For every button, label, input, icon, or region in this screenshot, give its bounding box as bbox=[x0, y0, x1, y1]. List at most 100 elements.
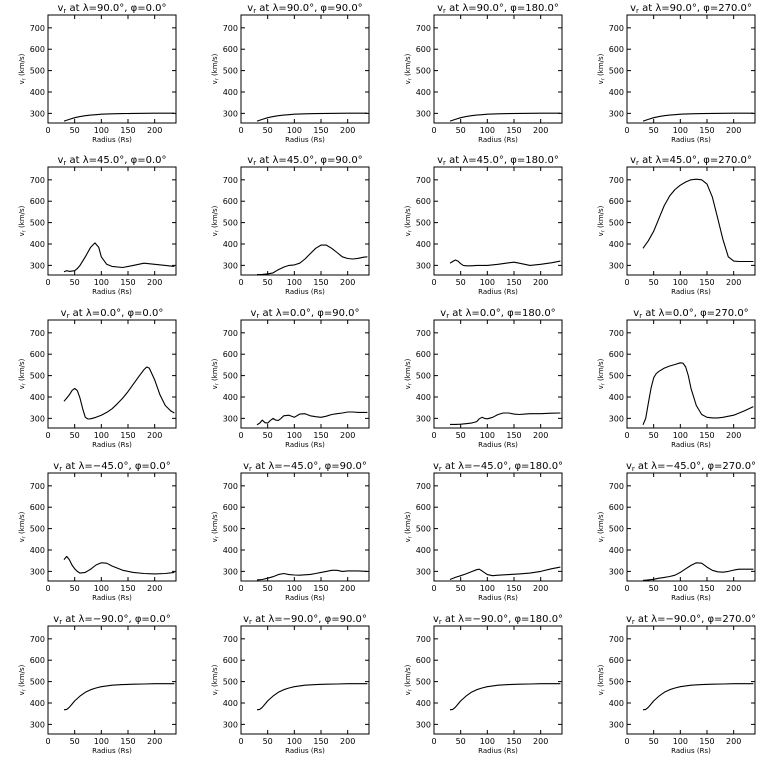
x-tick-label: 50 bbox=[70, 278, 80, 287]
x-tick-label: 150 bbox=[506, 278, 521, 287]
x-tick-label: 100 bbox=[94, 737, 109, 746]
series-line bbox=[642, 362, 754, 426]
x-tick-label: 200 bbox=[533, 278, 548, 287]
x-tick-label: 200 bbox=[147, 431, 162, 440]
series-line bbox=[63, 112, 175, 122]
x-axis-label: Radius (Rs) bbox=[478, 594, 518, 602]
x-axis-label: Radius (Rs) bbox=[92, 136, 132, 144]
plot-frame bbox=[433, 14, 563, 124]
y-tick-label: 700 bbox=[223, 482, 238, 491]
x-tick-label: 0 bbox=[624, 278, 629, 287]
x-tick-label: 150 bbox=[120, 126, 135, 135]
x-tick-label: 100 bbox=[480, 278, 495, 287]
plot-title: vr at λ=−45.0°, φ=0.0° bbox=[53, 461, 170, 473]
x-tick-label: 0 bbox=[45, 431, 50, 440]
y-tick-label: 300 bbox=[30, 720, 45, 729]
x-tick-label: 50 bbox=[70, 126, 80, 135]
x-tick-label: 100 bbox=[94, 278, 109, 287]
x-tick-label: 0 bbox=[624, 584, 629, 593]
x-tick-label: 150 bbox=[506, 431, 521, 440]
y-tick-label: 400 bbox=[416, 546, 431, 555]
x-axis-label: Radius (Rs) bbox=[285, 747, 325, 755]
y-axis-label: vr (km/s) bbox=[597, 53, 607, 84]
y-tick-label: 500 bbox=[30, 525, 45, 534]
y-tick-label: 300 bbox=[609, 109, 624, 118]
subplot: vr at λ=−90.0°, φ=90.0° 0 50 100 150 200 300 40… bbox=[211, 614, 370, 755]
y-tick-label: 600 bbox=[416, 656, 431, 665]
y-tick-label: 500 bbox=[416, 525, 431, 534]
plot-frame bbox=[47, 166, 177, 276]
x-tick-label: 150 bbox=[699, 126, 714, 135]
x-tick-label: 150 bbox=[313, 737, 328, 746]
y-tick-label: 600 bbox=[609, 197, 624, 206]
y-tick-label: 700 bbox=[416, 482, 431, 491]
x-tick-label: 150 bbox=[313, 126, 328, 135]
x-axis-label: Radius (Rs) bbox=[92, 594, 132, 602]
x-tick-label: 100 bbox=[673, 737, 688, 746]
x-tick-label: 200 bbox=[533, 126, 548, 135]
y-axis-label: vr (km/s) bbox=[404, 205, 414, 236]
x-tick-label: 100 bbox=[287, 584, 302, 593]
y-axis-label: vr (km/s) bbox=[404, 511, 414, 542]
x-axis-label: Radius (Rs) bbox=[285, 594, 325, 602]
series-line bbox=[256, 569, 368, 581]
x-tick-label: 0 bbox=[431, 584, 436, 593]
plot-frame bbox=[47, 14, 177, 124]
x-tick-label: 0 bbox=[431, 278, 436, 287]
x-tick-label: 200 bbox=[340, 278, 355, 287]
y-axis-label: vr (km/s) bbox=[18, 53, 28, 84]
x-axis-label: Radius (Rs) bbox=[671, 441, 711, 449]
x-tick-label: 0 bbox=[45, 584, 50, 593]
plot-title: vr at λ=90.0°, φ=270.0° bbox=[630, 3, 752, 15]
x-tick-label: 50 bbox=[263, 126, 273, 135]
y-axis-label: vr (km/s) bbox=[404, 53, 414, 84]
y-tick-label: 700 bbox=[609, 482, 624, 491]
y-tick-label: 700 bbox=[30, 176, 45, 185]
y-tick-label: 400 bbox=[30, 88, 45, 97]
y-axis-label: vr (km/s) bbox=[597, 511, 607, 542]
x-axis-label: Radius (Rs) bbox=[478, 136, 518, 144]
y-tick-label: 600 bbox=[609, 45, 624, 54]
series-line bbox=[256, 411, 368, 426]
y-tick-label: 300 bbox=[30, 261, 45, 270]
y-tick-label: 500 bbox=[30, 67, 45, 76]
x-tick-label: 150 bbox=[699, 278, 714, 287]
x-tick-label: 200 bbox=[533, 737, 548, 746]
y-tick-label: 300 bbox=[609, 261, 624, 270]
y-axis-label: vr (km/s) bbox=[597, 664, 607, 695]
series-line bbox=[256, 244, 368, 276]
x-tick-label: 200 bbox=[726, 431, 741, 440]
subplot: vr at λ=0.0°, φ=90.0° 0 50 100 150 200 300 400 5… bbox=[211, 308, 370, 449]
y-tick-label: 500 bbox=[609, 678, 624, 687]
x-tick-label: 150 bbox=[313, 278, 328, 287]
subplot: vr at λ=0.0°, φ=180.0° 0 50 100 150 200 300 400… bbox=[404, 308, 563, 449]
y-tick-label: 600 bbox=[416, 197, 431, 206]
x-tick-label: 0 bbox=[431, 737, 436, 746]
y-axis-label: vr (km/s) bbox=[211, 358, 221, 389]
subplot: vr at λ=−45.0°, φ=0.0° 0 50 100 150 200 300 400… bbox=[18, 461, 177, 602]
y-tick-label: 500 bbox=[609, 525, 624, 534]
plot-frame bbox=[626, 319, 756, 429]
x-axis-label: Radius (Rs) bbox=[92, 747, 132, 755]
x-tick-label: 200 bbox=[147, 278, 162, 287]
plot-title: vr at λ=45.0°, φ=0.0° bbox=[57, 155, 166, 167]
x-tick-label: 50 bbox=[649, 278, 659, 287]
series-line bbox=[63, 366, 175, 420]
y-axis-label: vr (km/s) bbox=[211, 205, 221, 236]
x-tick-label: 150 bbox=[506, 584, 521, 593]
y-axis-label: vr (km/s) bbox=[211, 511, 221, 542]
y-tick-label: 600 bbox=[30, 45, 45, 54]
x-axis-label: Radius (Rs) bbox=[285, 288, 325, 296]
plot-frame bbox=[240, 14, 370, 124]
series-line bbox=[449, 112, 561, 122]
y-tick-label: 600 bbox=[223, 197, 238, 206]
y-tick-label: 600 bbox=[609, 350, 624, 359]
y-tick-label: 700 bbox=[30, 635, 45, 644]
plot-title: vr at λ=0.0°, φ=270.0° bbox=[633, 308, 748, 320]
y-tick-label: 600 bbox=[609, 656, 624, 665]
x-tick-label: 200 bbox=[340, 584, 355, 593]
plot-title: vr at λ=−45.0°, φ=270.0° bbox=[626, 461, 756, 473]
x-tick-label: 200 bbox=[726, 278, 741, 287]
